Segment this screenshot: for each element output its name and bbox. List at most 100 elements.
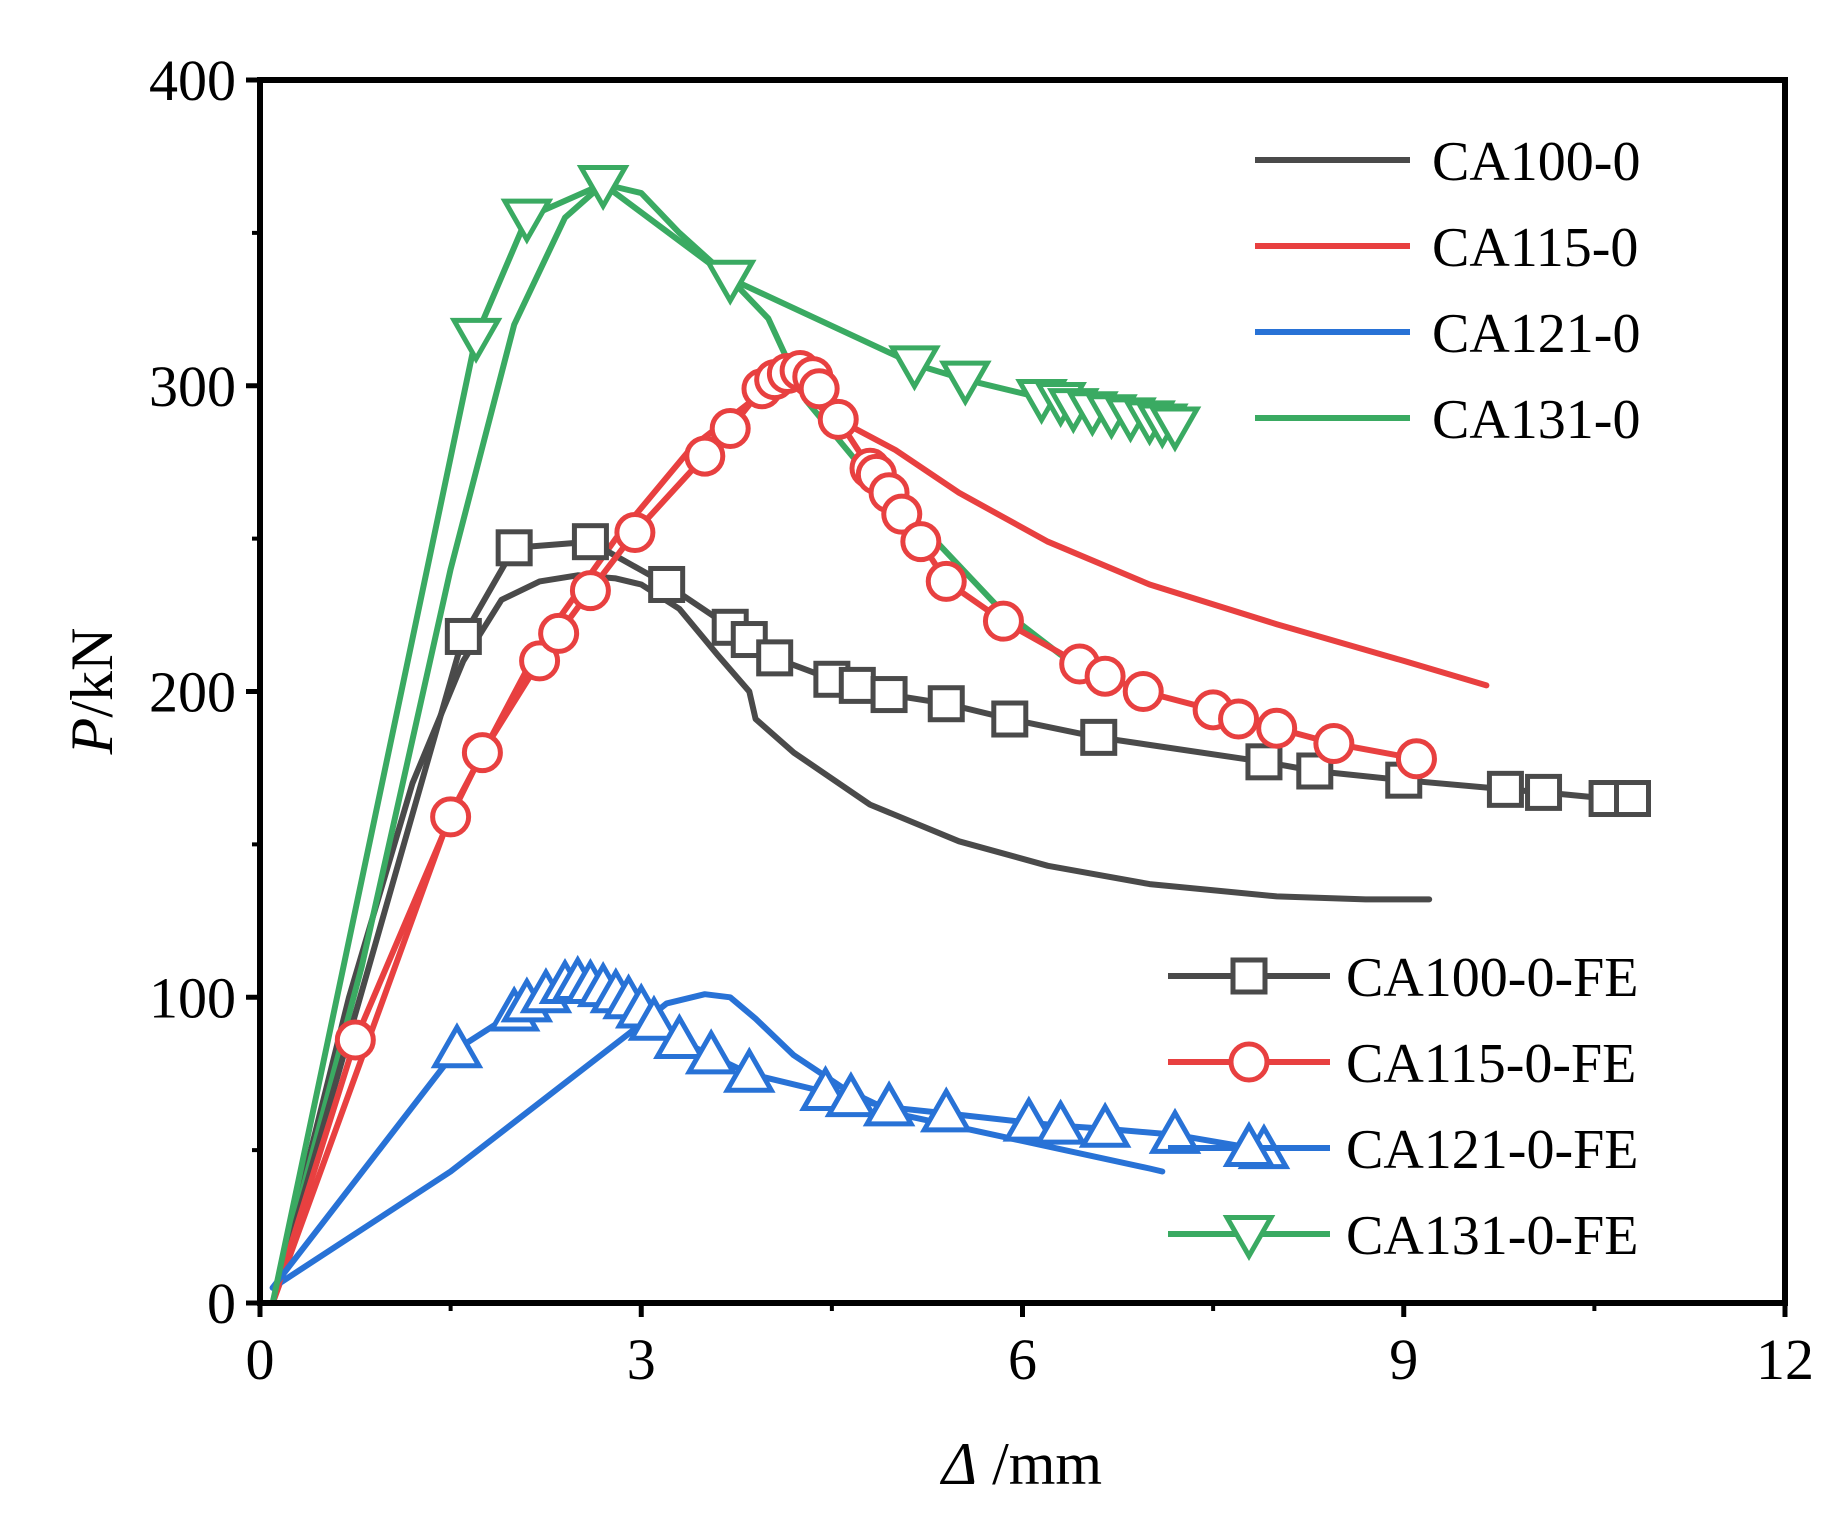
data-point-ca115-0-fe — [1122, 671, 1164, 712]
legend-bottom-right: CA100-0-FE CA115-0-FE CA121-0-FE CA131-0-FE — [1168, 947, 1638, 1267]
data-point-ca100-0-fe — [870, 676, 908, 714]
series-ca131-0 — [269, 181, 1089, 1306]
y-axis: 0 100 200 300 400 — [149, 48, 260, 1336]
data-point-ca115-0-fe — [538, 612, 580, 654]
data-point-ca115-0-fe — [430, 796, 472, 838]
data-point-ca121-0-fe — [919, 1086, 973, 1133]
legend-item-ca100-0: CA100-0 — [1255, 131, 1640, 193]
y-tick-label: 300 — [149, 354, 236, 419]
data-point-ca115-0-fe — [881, 493, 923, 535]
data-point-ca115-0-fe — [925, 560, 967, 602]
data-point-ca115-0-fe — [519, 640, 561, 682]
legend-item-ca100-0-fe: CA100-0-FE — [1168, 947, 1638, 1009]
data-point-ca115-0-fe — [1256, 707, 1298, 749]
legend-item-ca121-0: CA121-0 — [1255, 303, 1640, 365]
x-tick-label: 6 — [1008, 1327, 1037, 1392]
y-axis-symbol: P — [59, 718, 125, 756]
data-point-ca100-0-fe — [1486, 770, 1524, 808]
y-axis-label: P/kN — [59, 628, 125, 756]
data-point-ca115-0-fe — [1395, 738, 1437, 780]
data-point-ca121-0-fe — [722, 1046, 776, 1093]
data-point-ca115-0-fe — [1313, 722, 1355, 764]
legend-item-ca131-0: CA131-0 — [1255, 389, 1640, 451]
series-line-ca100-0-fe — [269, 538, 1636, 1306]
data-point-ca131-0-fe — [576, 164, 630, 211]
data-point-ca131-0-fe — [500, 198, 554, 245]
data-point-ca100-0-fe — [571, 523, 609, 561]
data-point-ca121-0-fe — [862, 1080, 916, 1127]
data-point-ca115-0-fe — [614, 512, 656, 554]
data-point-ca131-0-fe — [703, 259, 757, 306]
data-point-ca100-0-fe — [1525, 773, 1563, 811]
legend-item-ca115-0: CA115-0 — [1255, 217, 1638, 279]
legend-label-ca115-0-fe: CA115-0-FE — [1346, 1033, 1636, 1095]
series-ca121-0-fe — [269, 954, 1291, 1291]
y-tick-label: 200 — [149, 660, 236, 725]
legend-label-ca115-0: CA115-0 — [1432, 217, 1638, 279]
x-tick-label: 9 — [1389, 1327, 1418, 1392]
data-point-ca100-0-fe — [991, 700, 1029, 738]
x-tick-label: 12 — [1756, 1327, 1814, 1392]
data-point-ca100-0-fe — [648, 565, 686, 603]
data-point-ca121-0-fe — [1148, 1107, 1202, 1154]
legend-label-ca131-0: CA131-0 — [1432, 389, 1640, 451]
data-point-ca131-0-fe — [449, 317, 503, 364]
data-point-ca100-0-fe — [756, 639, 794, 677]
data-point-ca115-0-fe — [684, 435, 726, 477]
data-point-ca100-0-fe — [1080, 718, 1118, 756]
legend-item-ca115-0-fe: CA115-0-FE — [1168, 1033, 1636, 1095]
series-layer — [269, 164, 1651, 1306]
data-point-ca100-0-fe — [838, 666, 876, 704]
legend-marker-ca115-0-fe — [1228, 1041, 1270, 1083]
data-point-ca115-0-fe — [798, 368, 840, 410]
x-axis: 0 3 6 9 12 — [246, 1303, 1814, 1392]
data-point-ca100-0-fe — [927, 685, 965, 723]
data-point-ca100-0-fe — [1245, 743, 1283, 781]
y-tick-label: 100 — [149, 965, 236, 1030]
data-point-ca115-0-fe — [569, 570, 611, 612]
legend-label-ca100-0-fe: CA100-0-FE — [1346, 947, 1638, 1009]
data-point-ca115-0-fe — [1084, 655, 1126, 697]
x-axis-label: Δ /mm — [940, 1431, 1102, 1497]
series-ca115-0-fe — [269, 349, 1437, 1306]
data-point-ca115-0-fe — [900, 521, 942, 563]
data-point-ca115-0-fe — [817, 398, 859, 440]
legend-item-ca121-0-fe: CA121-0-FE — [1168, 1119, 1638, 1181]
y-axis-unit: /kN — [59, 628, 125, 718]
legend-marker-ca121-0-fe — [1222, 1120, 1276, 1167]
legend-marker-ca131-0-fe — [1222, 1215, 1276, 1262]
data-point-ca100-0-fe — [1296, 752, 1334, 790]
legend-item-ca131-0-fe: CA131-0-FE — [1168, 1205, 1638, 1267]
data-point-ca131-0-fe — [1148, 406, 1202, 453]
x-axis-unit: /mm — [977, 1431, 1102, 1497]
data-point-ca121-0-fe — [1034, 1098, 1087, 1145]
data-point-ca100-0-fe — [1614, 780, 1651, 818]
legend-top-right: CA100-0 CA115-0 CA121-0 CA131-0 — [1255, 131, 1640, 451]
data-point-ca100-0-fe — [495, 529, 533, 567]
y-tick-label: 400 — [149, 48, 236, 113]
data-point-ca121-0-fe — [824, 1071, 878, 1118]
data-point-ca121-0-fe — [1002, 1095, 1056, 1142]
data-point-ca121-0-fe — [684, 1028, 738, 1075]
legend-label-ca121-0: CA121-0 — [1432, 303, 1640, 365]
x-tick-label: 0 — [246, 1327, 275, 1392]
legend-marker-ca100-0-fe — [1230, 957, 1268, 995]
data-point-ca121-0-fe — [653, 1013, 706, 1060]
data-point-ca115-0-fe — [982, 600, 1024, 642]
y-tick-label: 0 — [207, 1271, 236, 1336]
series-line-ca131-0 — [269, 181, 1089, 1306]
x-axis-symbol: Δ — [940, 1431, 977, 1497]
data-point-ca115-0-fe — [461, 732, 503, 774]
data-point-ca115-0-fe — [334, 1019, 376, 1061]
x-tick-label: 3 — [627, 1327, 656, 1392]
legend-label-ca100-0: CA100-0 — [1432, 131, 1640, 193]
data-point-ca131-0-fe — [888, 345, 941, 392]
series-ca131-0-fe — [269, 164, 1202, 1306]
data-point-ca121-0-fe — [430, 1022, 484, 1069]
data-point-ca121-0-fe — [1078, 1101, 1132, 1148]
series-ca100-0-fe — [269, 523, 1651, 1306]
data-point-ca115-0-fe — [709, 408, 751, 450]
data-point-ca131-0-fe — [939, 360, 992, 407]
